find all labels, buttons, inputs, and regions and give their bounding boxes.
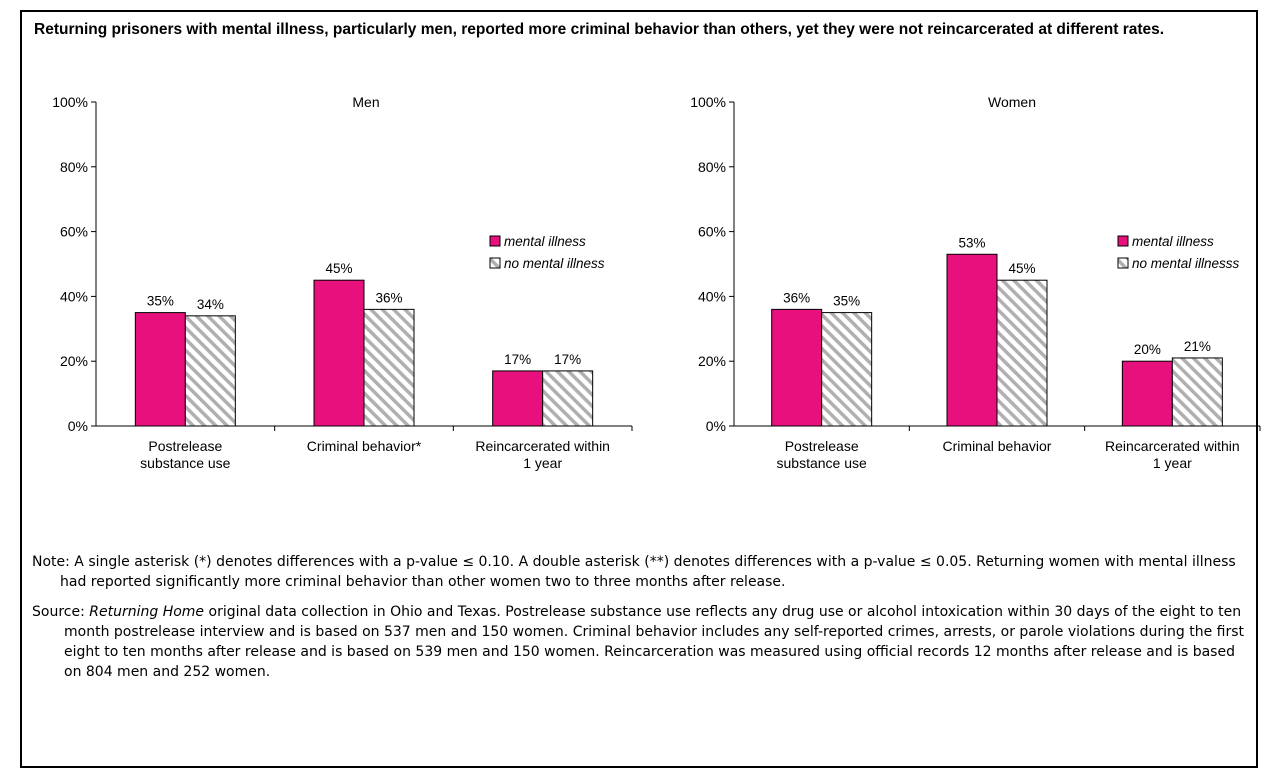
men-legend-label-no-mental-illness: no mental illness (504, 256, 605, 271)
men-bar-mental-illness (134, 312, 186, 427)
men-y-tick-label: 100% (52, 94, 88, 110)
source-title: Returning Home (89, 604, 205, 620)
source-prefix: Source: (32, 604, 90, 620)
women-data-label: 45% (1008, 261, 1035, 276)
men-bar-no-mental-illness (184, 315, 236, 427)
men-data-label: 34% (197, 297, 224, 312)
women-y-tick-label: 100% (690, 94, 726, 110)
women-data-label: 21% (1184, 339, 1211, 354)
women-legend-swatch-no-mental-illness (1117, 257, 1129, 269)
men-y-tick-label: 80% (60, 159, 88, 175)
men-chart: 0% 20% 40% 60% 80% 100% Men 35% 34% Postrelease su… (52, 94, 633, 471)
source-text: Source: Returning Home original data col… (32, 602, 1250, 682)
men-category-label: Postrelease substance use (140, 438, 230, 471)
men-data-label: 17% (504, 352, 531, 367)
women-y-tick-label: 20% (698, 353, 726, 369)
women-data-label: 20% (1134, 342, 1161, 357)
women-bar-mental-illness (946, 253, 998, 427)
women-category-label: Postrelease substance use (777, 438, 867, 471)
men-legend-swatch-mental-illness (489, 235, 501, 247)
women-category-label: Criminal behavior (943, 438, 1052, 454)
women-data-label: 35% (833, 294, 860, 309)
women-data-label: 53% (958, 235, 985, 250)
women-chart-title: Women (988, 94, 1036, 110)
women-y-tick-label: 60% (698, 224, 726, 240)
women-chart: 0% 20% 40% 60% 80% 100% Women 36% 35% Postrelease… (690, 94, 1261, 471)
women-bar-no-mental-illness (996, 279, 1048, 427)
men-y-tick-label: 20% (60, 353, 88, 369)
men-legend-swatch-no-mental-illness (489, 257, 501, 269)
notes-block: Note: A single asterisk (*) denotes diff… (32, 552, 1250, 692)
men-data-label: 36% (375, 290, 402, 305)
men-category-label: Criminal behavior* (307, 438, 422, 454)
figure-headline: Returning prisoners with mental illness,… (34, 21, 1165, 38)
women-category-label: Reincarcerated within 1 year (1105, 438, 1240, 471)
women-bar-mental-illness (771, 308, 823, 427)
men-bar-mental-illness (492, 370, 544, 427)
women-bar-mental-illness (1121, 360, 1173, 427)
source-body: original data collection in Ohio and Tex… (64, 604, 1245, 680)
note-text: Note: A single asterisk (*) denotes diff… (32, 554, 1236, 590)
men-bar-no-mental-illness (363, 308, 415, 427)
men-y-tick-label: 60% (60, 224, 88, 240)
men-y-tick-label: 40% (60, 288, 88, 304)
men-category-label: Reincarcerated within 1 year (475, 438, 610, 471)
men-bar-no-mental-illness (542, 370, 594, 427)
women-legend-label-no-mental-illness: no mental illnesss (1132, 256, 1240, 271)
women-y-tick-label: 40% (698, 288, 726, 304)
women-y-tick-label: 80% (698, 159, 726, 175)
men-data-label: 35% (147, 294, 174, 309)
men-bar-mental-illness (313, 279, 365, 427)
men-legend-label-mental-illness: mental illness (504, 234, 586, 249)
women-data-label: 36% (783, 290, 810, 305)
women-bar-no-mental-illness (821, 312, 873, 427)
men-y-tick-label: 0% (68, 418, 88, 434)
men-chart-title: Men (352, 94, 379, 110)
women-y-tick-label: 0% (706, 418, 726, 434)
women-bar-no-mental-illness (1171, 357, 1223, 427)
women-legend-swatch-mental-illness (1117, 235, 1129, 247)
men-data-label: 17% (554, 352, 581, 367)
men-data-label: 45% (325, 261, 352, 276)
women-legend-label-mental-illness: mental illness (1132, 234, 1214, 249)
